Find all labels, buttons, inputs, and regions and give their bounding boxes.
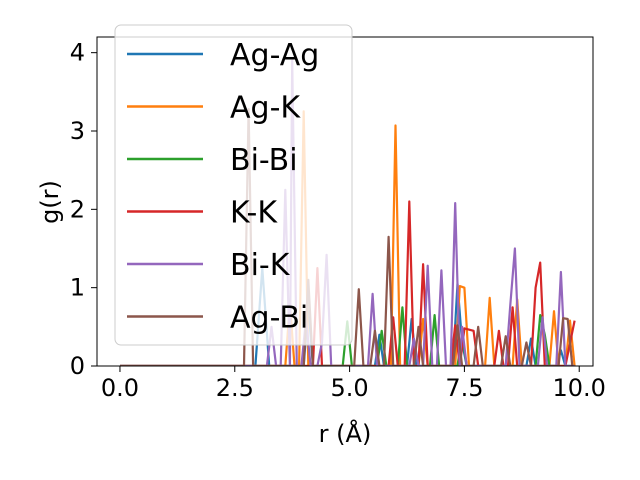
x-tick-label: 7.5 <box>445 374 483 402</box>
y-axis-ticks: 0 1 2 3 4 <box>70 39 97 380</box>
x-tick-label: 10.0 <box>553 374 606 402</box>
legend-label-bi-bi: Bi-Bi <box>230 143 298 178</box>
y-tick-label: 3 <box>70 117 85 145</box>
series-line-k-k <box>120 200 576 366</box>
legend-label-ag-bi: Ag-Bi <box>230 301 308 336</box>
legend-box <box>114 24 353 346</box>
legend-label-k-k: K-K <box>230 196 278 231</box>
x-tick-label: 2.5 <box>216 374 254 402</box>
legend-label-bi-k: Bi-K <box>230 248 291 283</box>
x-axis-label: r (Å) <box>319 419 372 448</box>
series-line-bi-bi <box>120 306 575 366</box>
legend-label-ag-ag: Ag-Ag <box>230 38 319 73</box>
x-axis-ticks: 0.0 2.5 5.0 7.5 10.0 <box>101 366 606 402</box>
y-tick-label: 2 <box>70 195 85 223</box>
y-tick-label: 0 <box>70 352 85 380</box>
y-tick-label: 1 <box>70 274 85 302</box>
legend-label-ag-k: Ag-K <box>230 91 301 126</box>
x-tick-label: 0.0 <box>101 374 139 402</box>
y-tick-label: 4 <box>70 39 85 67</box>
y-axis-label: g(r) <box>36 180 64 224</box>
x-tick-label: 5.0 <box>331 374 369 402</box>
legend: Ag-Ag Ag-K Bi-Bi K-K Bi-K Ag-Bi <box>114 24 353 346</box>
